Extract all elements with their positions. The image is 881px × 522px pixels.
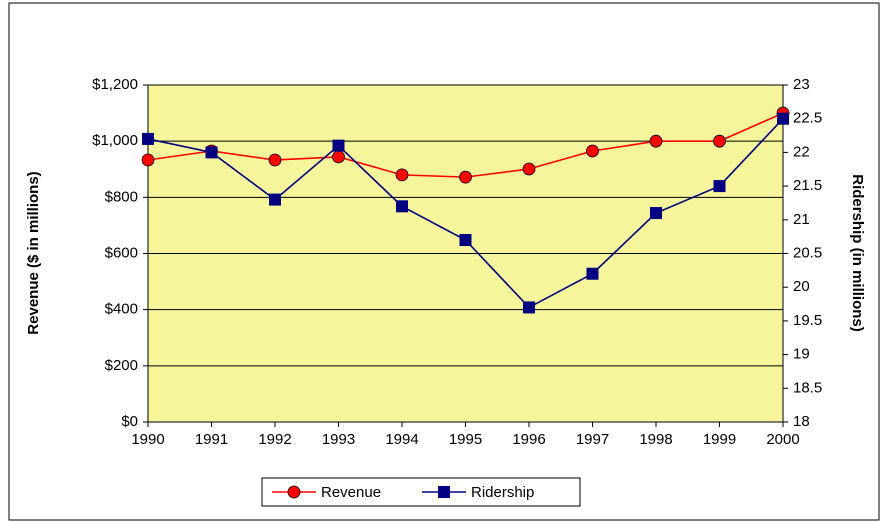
data-point [650,207,662,220]
data-point [395,168,409,182]
y-tick-label: $800 [105,188,138,205]
y2-tick-label: 22 [793,143,810,160]
data-point [459,234,472,247]
x-tick-label: 1994 [385,431,418,448]
y2-tick-label: 23 [793,76,810,93]
y-tick-label: $600 [105,244,138,261]
y-axis-title: Revenue ($ in millions) [25,171,42,334]
y-tick-label: $1,000 [92,132,138,149]
y2-tick-label: 18 [793,413,810,430]
data-point [269,193,281,206]
y2-axis-title: Ridership (in millions) [849,174,866,332]
y-tick-label: $1,200 [92,76,138,93]
data-point [586,267,599,280]
x-tick-label: 1996 [512,431,545,448]
data-point [522,162,536,176]
x-tick-label: 1997 [576,431,609,448]
y2-tick-label: 22.5 [793,110,822,127]
x-tick-label: 1998 [639,431,672,448]
data-point [142,132,154,145]
y-tick-label: $400 [105,301,138,318]
data-point [332,139,345,152]
data-point [396,200,408,213]
data-point [459,170,472,184]
y2-tick-label: 21.5 [793,177,822,194]
y2-tick-label: 19.5 [793,312,822,329]
y2-tick-label: 20 [793,278,810,295]
x-tick-label: 1990 [131,431,164,448]
legend-marker [438,486,450,498]
y2-tick-label: 19 [793,346,810,363]
x-tick-label: 2000 [766,431,799,448]
x-tick-label: 1995 [449,431,482,448]
x-tick-label: 1991 [195,431,228,448]
y-tick-label: $0 [121,413,138,430]
data-point [523,301,535,314]
y2-tick-label: 20.5 [793,244,822,261]
y-tick-label: $200 [105,357,138,374]
legend-label: Revenue [321,484,381,501]
data-point [713,134,726,148]
x-tick-label: 1999 [703,431,736,448]
y2-tick-label: 18.5 [793,379,822,396]
x-tick-label: 1992 [258,431,291,448]
data-point [205,146,218,159]
data-point [332,150,345,164]
data-point [586,144,599,158]
data-point [713,180,726,193]
legend-marker [287,485,301,499]
data-point [777,112,789,125]
x-tick-label: 1993 [322,431,355,448]
data-point [141,153,155,167]
data-point [268,153,282,167]
legend-label: Ridership [471,484,534,501]
data-point [649,134,663,148]
y2-tick-label: 21 [793,211,810,228]
